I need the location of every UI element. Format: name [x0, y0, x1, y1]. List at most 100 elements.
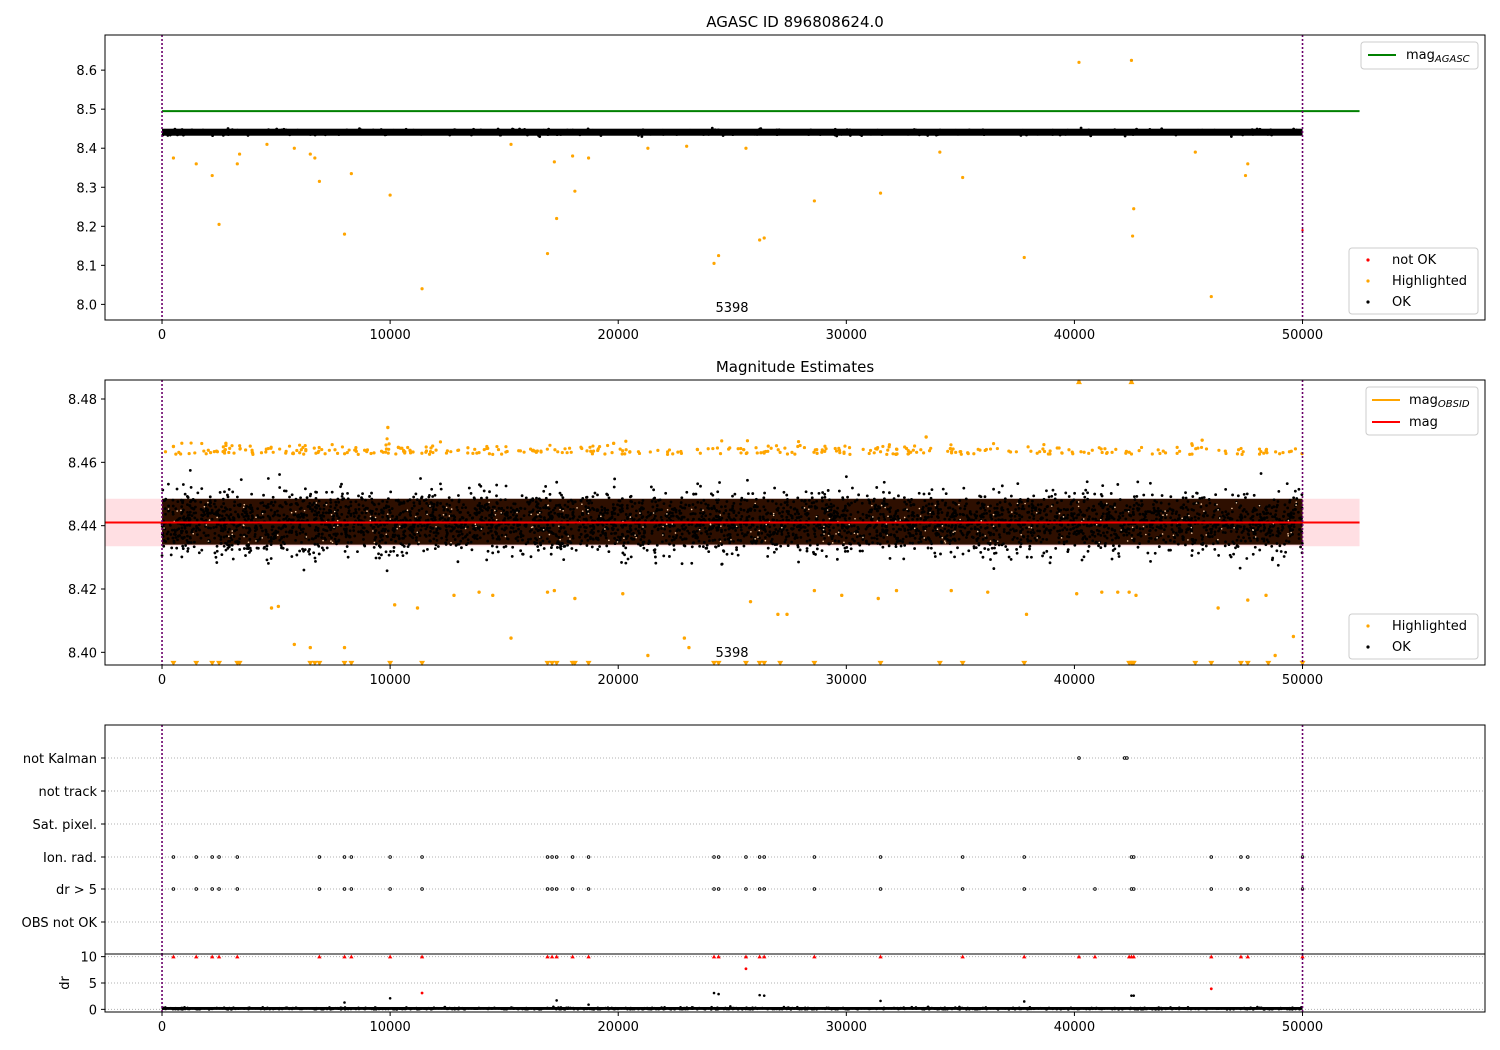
ok-point: [324, 528, 327, 532]
ok-point: [817, 526, 821, 530]
ok-point: [783, 501, 787, 504]
ok-point: [174, 507, 178, 511]
ok-point: [766, 546, 770, 550]
ok-point: [1002, 530, 1006, 534]
ok-point: [450, 525, 454, 529]
ok-point: [1064, 508, 1068, 512]
ok-point: [169, 553, 173, 557]
ok-point: [1248, 536, 1251, 540]
ok-point: [1224, 487, 1228, 491]
ok-point: [876, 541, 880, 545]
ok-point: [1052, 129, 1056, 133]
ok-point: [270, 528, 274, 532]
ok-point: [792, 131, 796, 135]
ok-point: [548, 526, 552, 530]
ok-point: [1049, 528, 1053, 532]
ok-point: [1164, 540, 1168, 544]
ok-point: [772, 523, 776, 527]
ok-point: [214, 505, 218, 509]
ok-point: [276, 513, 280, 517]
ok-point: [1226, 516, 1230, 520]
ok-point: [904, 535, 908, 539]
ok-point: [637, 529, 640, 533]
ok-point: [932, 129, 936, 133]
ok-point: [1250, 515, 1254, 519]
ok-point: [1075, 516, 1078, 520]
ok-point: [704, 546, 708, 550]
ok-point: [1057, 536, 1061, 540]
ok-point: [620, 497, 624, 500]
ok-point: [1047, 495, 1051, 499]
ok-point: [1019, 545, 1022, 549]
ok-point: [851, 129, 855, 133]
ok-point: [322, 507, 326, 511]
ok-point: [649, 485, 653, 489]
ok-point: [557, 535, 561, 539]
ok-point: [713, 130, 717, 134]
ok-point: [193, 516, 197, 520]
ok-point: [949, 534, 953, 537]
ok-point: [1015, 536, 1019, 540]
ok-point: [1198, 497, 1202, 500]
ok-point: [1110, 528, 1114, 532]
ok-point: [649, 132, 652, 136]
ok-point: [320, 536, 324, 539]
ok-point: [1241, 133, 1245, 137]
ok-point: [1252, 493, 1256, 497]
ok-point: [1022, 507, 1026, 511]
ok-point: [438, 514, 442, 517]
ok-point: [593, 491, 597, 495]
ok-point: [1014, 131, 1018, 135]
ok-point: [1056, 132, 1060, 136]
ok-point: [395, 554, 399, 557]
ok-point: [731, 133, 735, 136]
ok-point: [222, 502, 226, 505]
ok-point: [1005, 548, 1009, 552]
ok-point: [190, 514, 194, 518]
ok-point: [569, 507, 572, 511]
ok-point: [462, 503, 465, 507]
ok-point: [1089, 134, 1093, 138]
ok-point: [357, 494, 360, 498]
ok-point: [284, 128, 288, 132]
ok-point: [723, 528, 727, 532]
ok-point: [1208, 535, 1212, 539]
ok-point: [1207, 497, 1211, 501]
ok-point: [245, 534, 248, 538]
ok-point: [390, 507, 394, 510]
ok-point: [692, 541, 696, 544]
ok-point: [674, 510, 678, 514]
ok-point: [344, 531, 348, 534]
ok-point: [459, 510, 462, 514]
ok-point: [931, 529, 935, 532]
ok-point: [877, 516, 881, 520]
ok-point: [1066, 523, 1070, 527]
ok-point: [978, 531, 982, 535]
ok-point: [787, 534, 791, 538]
ok-point: [1220, 511, 1224, 514]
ok-point: [814, 517, 818, 521]
ok-point: [843, 517, 847, 520]
ok-point: [992, 487, 995, 491]
ok-point: [743, 498, 747, 502]
ok-point: [548, 540, 551, 544]
ok-point: [1107, 526, 1110, 530]
ok-point: [755, 539, 759, 543]
ok-point: [1000, 543, 1004, 547]
ok-point: [1097, 529, 1101, 533]
ok-point: [631, 130, 635, 134]
ok-point: [226, 493, 229, 497]
ok-point: [237, 515, 241, 519]
ok-point: [760, 531, 764, 535]
highlighted-point: [342, 232, 347, 236]
ok-point: [1132, 503, 1136, 507]
ok-point: [792, 523, 796, 527]
ok-point: [762, 527, 766, 530]
ok-point: [354, 500, 358, 504]
ok-point: [541, 131, 545, 134]
ok-point: [302, 130, 306, 134]
ok-point: [330, 490, 334, 494]
ok-point: [201, 128, 205, 132]
ok-point: [926, 129, 929, 133]
ok-point: [865, 541, 869, 545]
